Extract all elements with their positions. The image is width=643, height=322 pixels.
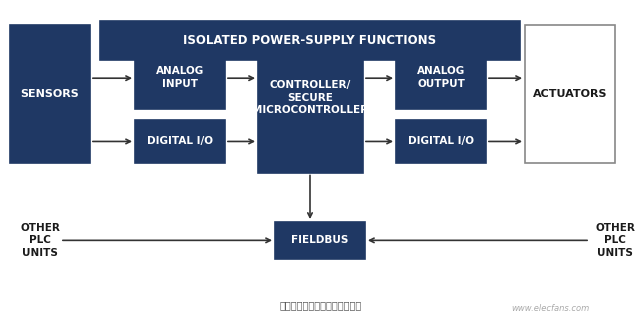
- Text: ISOLATED POWER-SUPPLY FUNCTIONS: ISOLATED POWER-SUPPLY FUNCTIONS: [183, 34, 437, 47]
- Text: FIELDBUS: FIELDBUS: [291, 235, 349, 245]
- Bar: [396, 119, 486, 163]
- Bar: [135, 119, 225, 163]
- Text: DIGITAL I/O: DIGITAL I/O: [147, 137, 213, 147]
- Text: SENSORS: SENSORS: [21, 89, 79, 99]
- Text: OTHER
PLC
UNITS: OTHER PLC UNITS: [595, 223, 635, 258]
- Bar: [10, 25, 90, 163]
- Bar: [258, 23, 363, 173]
- Text: DIGITAL I/O: DIGITAL I/O: [408, 137, 474, 147]
- Text: CONTROLLER/
SECURE
MICROCONTROLLER: CONTROLLER/ SECURE MICROCONTROLLER: [253, 80, 368, 115]
- Bar: [396, 46, 486, 109]
- Text: 高壓電源模塊簡化控制系統設計: 高壓電源模塊簡化控制系統設計: [280, 300, 362, 310]
- Text: ANALOG
OUTPUT: ANALOG OUTPUT: [417, 66, 465, 89]
- Bar: [135, 46, 225, 109]
- Text: ANALOG
INPUT: ANALOG INPUT: [156, 66, 204, 89]
- Bar: [100, 21, 520, 60]
- Text: ACTUATORS: ACTUATORS: [533, 89, 607, 99]
- Bar: [525, 25, 615, 163]
- Bar: [275, 222, 365, 259]
- Text: www.elecfans.com: www.elecfans.com: [512, 304, 590, 313]
- Text: OTHER
PLC
UNITS: OTHER PLC UNITS: [20, 223, 60, 258]
